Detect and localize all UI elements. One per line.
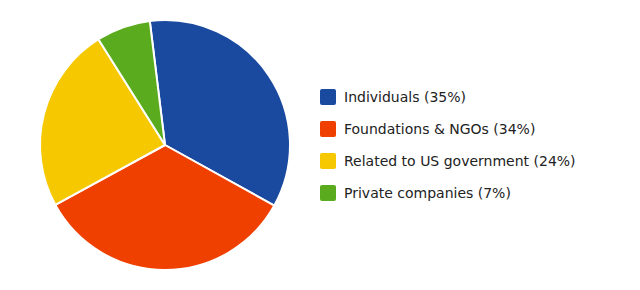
legend-swatch (320, 121, 336, 137)
legend-label: Related to US government (24%) (344, 153, 576, 169)
legend-swatch (320, 185, 336, 201)
chart-svg: Individuals (35%) Foundations & NGOs (34%… (0, 0, 640, 290)
pie-slice (98, 21, 165, 145)
legend: Individuals (35%) Foundations & NGOs (34%… (320, 89, 576, 201)
chart-container: Individuals (35%) Foundations & NGOs (34%… (0, 0, 640, 290)
legend-label: Individuals (35%) (344, 89, 466, 105)
legend-swatch (320, 153, 336, 169)
legend-label: Private companies (7%) (344, 185, 511, 201)
legend-swatch (320, 89, 336, 105)
legend-label: Foundations & NGOs (34%) (344, 121, 535, 137)
pie (40, 20, 290, 270)
